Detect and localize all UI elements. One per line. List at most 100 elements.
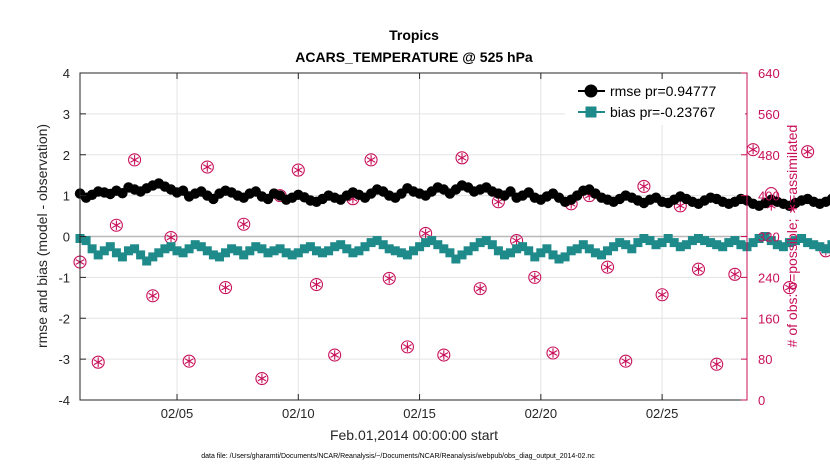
bias-marker [263, 248, 273, 258]
bias-marker [93, 250, 103, 260]
bias-marker [433, 240, 443, 250]
bias-marker [590, 248, 600, 258]
bias-marker [190, 240, 200, 250]
bias-marker [384, 244, 394, 254]
obs-assimilated-marker [712, 359, 722, 369]
bias-marker [463, 246, 473, 256]
bias-marker [445, 248, 455, 258]
left-y-axis-label: rmse and bias (model - observation) [34, 124, 50, 348]
obs-assimilated-marker [93, 357, 103, 367]
bias-marker [597, 250, 606, 260]
y-tick-label: -4 [58, 393, 70, 408]
obs-assimilated-marker [111, 220, 121, 231]
obs-assimilated-marker [748, 144, 758, 155]
bias-marker [293, 248, 303, 258]
bias-marker [827, 240, 830, 250]
obs-possible-marker [182, 354, 196, 368]
obs-assimilated-marker [457, 153, 467, 163]
obs-assimilated-marker [548, 348, 558, 358]
bias-marker [360, 242, 370, 252]
obs-possible-marker [328, 348, 342, 362]
y-right-tick-label: 480 [758, 148, 780, 163]
bias-marker [500, 250, 509, 260]
bias-marker [712, 240, 722, 250]
bias-marker [669, 238, 679, 248]
bias-marker [778, 242, 788, 252]
bias-marker [512, 244, 522, 254]
bias-marker [99, 246, 109, 256]
bias-marker [603, 246, 612, 256]
obs-assimilated-marker [257, 373, 267, 384]
bias-marker [821, 244, 830, 254]
bias-marker [402, 250, 412, 260]
obs-possible-marker [437, 348, 451, 362]
obs-possible-marker [455, 151, 469, 165]
right-y-axis-label: # of obs: o=possible; ∗=assimilated [784, 125, 800, 348]
bias-marker [530, 252, 540, 262]
bias-marker [645, 236, 655, 246]
bias-marker [221, 248, 230, 258]
obs-assimilated-marker [330, 350, 340, 360]
y-right-tick-label: 240 [758, 270, 780, 285]
bias-marker [784, 238, 794, 248]
obs-possible-marker [128, 153, 142, 167]
x-tick-label: 02/10 [282, 406, 315, 421]
x-axis-label: Feb.01,2014 00:00:00 start [330, 427, 498, 443]
bias-marker [160, 244, 170, 254]
bias-marker [815, 242, 825, 252]
bias-marker [633, 238, 643, 248]
bias-marker [700, 236, 710, 246]
obs-assimilated-marker [184, 356, 194, 366]
obs-possible-marker [400, 340, 414, 354]
bias-marker [148, 252, 158, 262]
bias-marker [797, 234, 807, 243]
bias-marker [809, 240, 819, 250]
obs-assimilated-marker [130, 155, 139, 165]
bias-marker [336, 240, 346, 250]
bias-marker [639, 234, 649, 243]
bias-marker [227, 244, 237, 254]
bias-marker [651, 240, 661, 250]
bias-marker [542, 244, 552, 254]
bias-marker [415, 242, 425, 252]
y-right-tick-label: 0 [758, 393, 765, 408]
bias-marker [275, 244, 285, 254]
bias-marker [287, 250, 297, 260]
bias-marker [390, 246, 400, 256]
obs-assimilated-marker [293, 165, 303, 175]
bias-marker [803, 238, 813, 248]
bias-marker [409, 246, 418, 256]
bias-marker [772, 240, 782, 250]
obs-assimilated-marker [312, 279, 321, 290]
bias-marker [305, 242, 315, 252]
obs-assimilated-marker [621, 356, 631, 366]
obs-possible-marker [218, 281, 233, 295]
bias-marker [124, 246, 133, 256]
y-tick-label: 3 [63, 107, 70, 122]
bias-marker [718, 242, 728, 252]
bias-marker [493, 246, 503, 256]
obs-possible-marker [364, 153, 378, 167]
obs-possible-marker [600, 260, 615, 274]
bias-marker [621, 240, 631, 250]
bias-marker [130, 244, 140, 254]
bias-marker [754, 234, 764, 243]
bias-marker [81, 236, 91, 246]
bias-marker [348, 248, 358, 258]
bias-marker [215, 252, 224, 262]
y-right-tick-label: 80 [758, 352, 772, 367]
rmse-series [74, 178, 830, 211]
rmse-marker [826, 194, 830, 204]
bias-marker [475, 238, 485, 248]
bias-marker [548, 250, 558, 260]
bias-marker [184, 244, 194, 254]
bias-marker [202, 246, 212, 256]
obs-possible-marker [655, 288, 669, 302]
bias-marker [105, 242, 115, 252]
bias-marker [451, 254, 461, 264]
y-right-tick-label: 160 [758, 311, 780, 326]
bias-marker [572, 244, 582, 254]
bias-marker [396, 248, 406, 258]
bias-marker [251, 242, 261, 252]
